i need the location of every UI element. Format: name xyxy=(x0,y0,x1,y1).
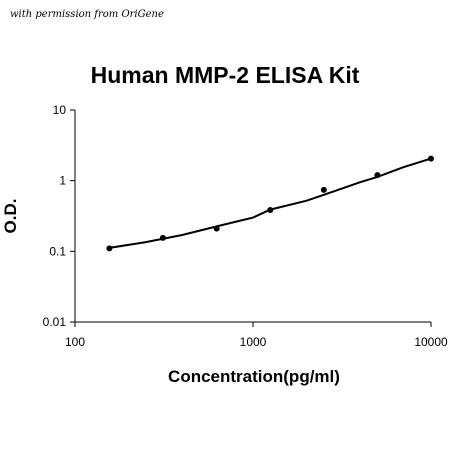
data-point xyxy=(267,206,274,213)
data-point xyxy=(213,225,220,232)
data-point xyxy=(428,155,434,162)
axes xyxy=(74,110,431,323)
x-tick-label: 100 xyxy=(65,335,85,349)
y-tick-label: 0.1 xyxy=(49,244,66,258)
chart-title: Human MMP-2 ELISA Kit xyxy=(90,62,360,88)
x-axis-label: Concentration(pg/ml) xyxy=(168,367,340,386)
y-tick-label: 1 xyxy=(59,174,66,188)
data-point xyxy=(159,234,166,241)
y-tick-label: 0.01 xyxy=(43,315,67,329)
credit-text: with permission from OriGene xyxy=(10,9,164,20)
x-ticks: 100 1000 10000 xyxy=(65,322,448,349)
data-point xyxy=(106,245,113,252)
data-point xyxy=(320,186,327,193)
data-points xyxy=(106,155,434,252)
y-tick-label: 10 xyxy=(53,103,67,117)
y-ticks: 10 1 0.1 0.01 xyxy=(43,103,75,329)
y-axis-label: O.D. xyxy=(1,199,20,234)
x-tick-label: 10000 xyxy=(414,335,448,349)
x-tick-label: 1000 xyxy=(240,335,267,349)
data-point xyxy=(374,172,381,179)
fit-curve xyxy=(109,157,432,249)
